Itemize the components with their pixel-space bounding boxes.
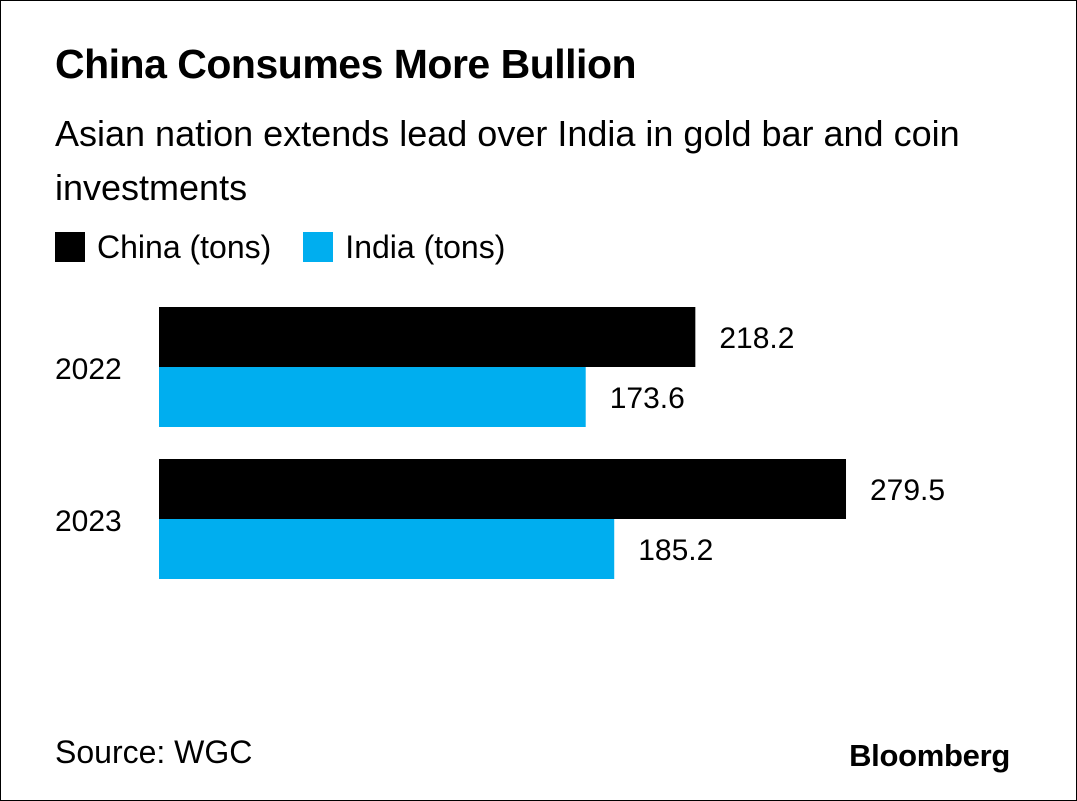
bar-india-2023 (159, 519, 615, 579)
legend-label-china: China (tons) (97, 228, 272, 265)
category-label-2023: 2023 (55, 505, 122, 538)
bar-china-2023 (159, 459, 847, 519)
chart-title: China Consumes More Bullion (55, 41, 637, 87)
data-label-india-2023: 185.2 (638, 534, 713, 567)
bloomberg-logo: Bloomberg (849, 738, 1010, 773)
chart-subtitle: Asian nation extends lead over India in … (55, 113, 960, 208)
bar-chart: 2022 218.2 173.6 2023 279.5 185.2 (55, 307, 945, 579)
legend-item-china: China (tons) (55, 229, 271, 266)
category-label-2022: 2022 (55, 353, 122, 386)
bar-china-2022 (159, 307, 696, 367)
data-label-china-2022: 218.2 (719, 322, 794, 355)
data-label-india-2022: 173.6 (610, 382, 685, 415)
legend-swatch-india (303, 232, 334, 262)
legend-swatch-china (55, 232, 85, 262)
source-note: Source: WGC (55, 734, 253, 770)
data-label-china-2023: 279.5 (870, 474, 945, 507)
legend-item-india: India (tons) (303, 229, 505, 266)
legend-label-india: India (tons) (345, 228, 506, 265)
bar-india-2022 (159, 367, 586, 427)
legend: China (tons) India (tons) (55, 227, 537, 267)
